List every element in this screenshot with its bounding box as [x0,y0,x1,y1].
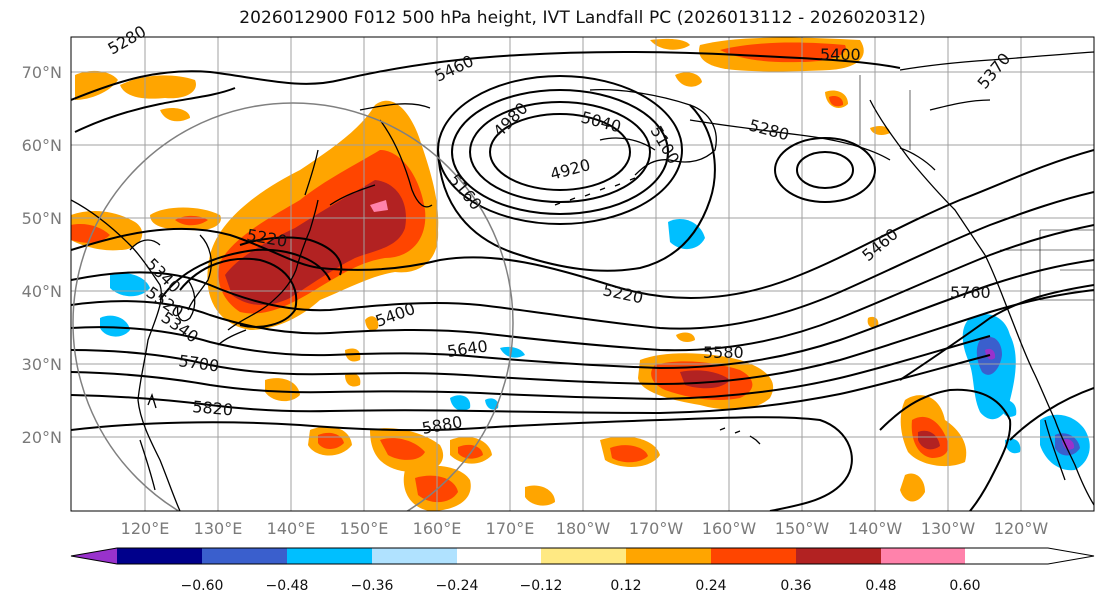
lon-label: 160°W [702,519,757,538]
colorbar-label: −0.24 [436,578,479,594]
lat-labels: 70°N 60°N 50°N 40°N 30°N 20°N [22,63,62,447]
lon-label: 120°W [994,519,1049,538]
colorbar-segment [117,548,202,564]
contour-label: 5820 [192,397,234,419]
lon-label: 170°E [486,519,535,538]
contour-label: 5760 [950,283,991,302]
lon-label: 150°E [340,519,389,538]
colorbar-label: −0.36 [351,578,394,594]
lon-label: 130°E [194,519,243,538]
colorbar-label: 0.60 [949,578,980,594]
map-frame [70,36,1095,512]
lat-label: 20°N [22,428,62,447]
lon-label: 140°E [267,519,316,538]
colorbar-label: 0.36 [780,578,811,594]
colorbar-label: −0.48 [266,578,309,594]
height-contours [71,50,1094,511]
coastlines [71,51,1094,511]
colorbar-segment [881,548,965,564]
colorbar-label: 0.48 [865,578,896,594]
colorbar-label: −0.60 [181,578,224,594]
colorbar-segment [202,548,287,564]
map-title: 2026012900 F012 500 hPa height, IVT Land… [239,8,926,28]
colorbar-segment [626,548,711,564]
lon-label: 180°W [556,519,611,538]
colorbar-extend-low [71,548,117,564]
colorbar-label: −0.12 [520,578,563,594]
lat-label: 50°N [22,209,62,228]
colorbar-outline [70,547,1095,565]
lon-label: 150°W [775,519,830,538]
colorbar-segment [796,548,881,564]
lon-label: 130°W [921,519,976,538]
colorbar-label: 0.24 [695,578,726,594]
colorbar-labels: −0.60 −0.48 −0.36 −0.24 −0.12 0.12 0.24 … [181,578,981,594]
ivt-shading [71,37,1090,511]
graticule [71,37,1094,511]
colorbar [70,547,1095,565]
radius-circle [72,102,514,511]
lon-label: 160°E [413,519,462,538]
lat-label: 60°N [22,136,62,155]
colorbar-label: 0.12 [610,578,641,594]
colorbar-segment [287,548,372,564]
contour-label: 5580 [703,343,744,362]
colorbar-segment [457,548,541,564]
lon-label: 120°E [121,519,170,538]
lon-label: 170°W [629,519,684,538]
lon-label: 140°W [848,519,903,538]
lat-label: 30°N [22,355,62,374]
lat-label: 40°N [22,282,62,301]
colorbar-segment [711,548,796,564]
contour-label: 5400 [820,45,861,64]
lon-labels: 120°E 130°E 140°E 150°E 160°E 170°E 180°… [121,519,1049,538]
colorbar-segment [372,548,457,564]
borders [859,75,1094,301]
lat-label: 70°N [22,63,62,82]
colorbar-extend-high [965,548,1094,564]
colorbar-segment [541,548,626,564]
